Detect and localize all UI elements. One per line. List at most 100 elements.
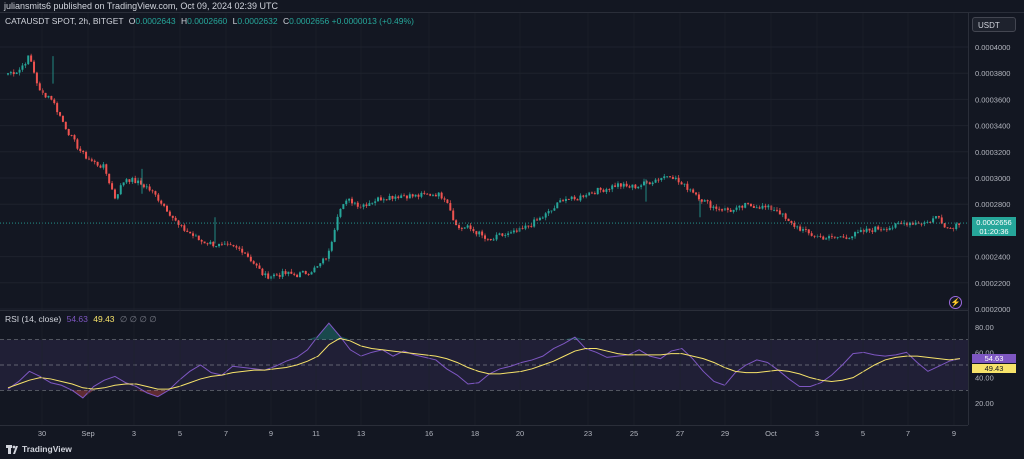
candle-body bbox=[752, 206, 755, 208]
candle-body bbox=[955, 223, 958, 230]
rsi-na-values: ∅ ∅ ∅ ∅ bbox=[119, 314, 157, 324]
time-tick-label: 5 bbox=[861, 429, 865, 438]
rsi-ma-value: 49.43 bbox=[93, 314, 115, 324]
lightning-bolt-icon[interactable]: ⚡ bbox=[949, 296, 962, 309]
tradingview-brand: TradingView bbox=[22, 444, 72, 454]
candle-body bbox=[833, 236, 836, 238]
price-tick-label: 0.0002800 bbox=[975, 200, 1010, 209]
candle-body bbox=[825, 238, 828, 240]
candle-body bbox=[484, 235, 486, 239]
candle-body bbox=[758, 207, 761, 209]
candle-body bbox=[657, 179, 660, 181]
candle-body bbox=[171, 215, 174, 218]
candle-body bbox=[862, 229, 865, 232]
price-tick-label: 0.0004000 bbox=[975, 43, 1010, 52]
high-label: H bbox=[180, 16, 188, 26]
candle-body bbox=[894, 223, 897, 228]
candle-body bbox=[353, 202, 356, 204]
time-tick-label: 29 bbox=[721, 429, 729, 438]
candle-body bbox=[287, 271, 290, 274]
candle-body bbox=[218, 243, 221, 247]
candle-body bbox=[680, 182, 683, 185]
candle-body bbox=[64, 121, 67, 130]
candle-body bbox=[510, 232, 513, 234]
candle-body bbox=[674, 177, 677, 179]
candle-body bbox=[628, 186, 631, 188]
low-label: L bbox=[232, 16, 238, 26]
candle-body bbox=[709, 201, 712, 208]
time-tick-label: 16 bbox=[425, 429, 433, 438]
candle-body bbox=[611, 185, 614, 190]
candle-body bbox=[30, 55, 33, 62]
candle-body bbox=[238, 247, 241, 249]
candle-body bbox=[235, 246, 238, 248]
candle-body bbox=[50, 95, 53, 100]
candle-body bbox=[813, 235, 816, 237]
candle-body bbox=[929, 221, 932, 223]
candle-body bbox=[481, 231, 484, 236]
candle-body bbox=[692, 189, 695, 193]
candle-body bbox=[351, 198, 354, 204]
candle-body bbox=[272, 274, 275, 277]
candle-body bbox=[411, 194, 414, 197]
candle-body bbox=[128, 179, 131, 182]
candle-body bbox=[634, 184, 637, 189]
candle-body bbox=[327, 250, 330, 259]
candle-body bbox=[582, 195, 585, 197]
candle-body bbox=[157, 194, 160, 201]
candle-body bbox=[689, 189, 692, 191]
candle-body bbox=[504, 234, 507, 236]
candle-body bbox=[414, 194, 417, 197]
candle-body bbox=[183, 225, 186, 231]
candle-body bbox=[807, 229, 810, 234]
candle-body bbox=[246, 253, 249, 257]
candle-body bbox=[761, 205, 764, 209]
candle-body bbox=[547, 211, 550, 214]
candle-body bbox=[553, 208, 556, 211]
candle-body bbox=[778, 210, 781, 215]
candle-body bbox=[7, 73, 9, 75]
rsi-value: 54.63 bbox=[66, 314, 88, 324]
candle-body bbox=[298, 272, 301, 278]
candle-body bbox=[313, 267, 316, 273]
candle-body bbox=[660, 178, 663, 180]
candle-body bbox=[301, 271, 304, 273]
rsi-value-tag: 54.63 bbox=[972, 354, 1016, 363]
candle-body bbox=[278, 275, 281, 277]
currency-button[interactable]: USDT bbox=[972, 17, 1016, 32]
candle-body bbox=[507, 233, 510, 235]
open-value: 0.0002643 bbox=[135, 16, 176, 26]
candle-body bbox=[518, 227, 521, 232]
candle-body bbox=[489, 238, 492, 240]
price-tick-label: 0.0003200 bbox=[975, 148, 1010, 157]
candle-body bbox=[142, 184, 145, 188]
time-tick-label: 3 bbox=[132, 429, 136, 438]
candle-body bbox=[781, 213, 784, 215]
rsi-line bbox=[7, 322, 961, 399]
price-tick-label: 0.0002400 bbox=[975, 253, 1010, 262]
candle-body bbox=[874, 226, 877, 232]
candle-body bbox=[773, 209, 776, 211]
candle-body bbox=[706, 200, 709, 202]
candle-body bbox=[524, 225, 527, 229]
candle-body bbox=[426, 193, 429, 195]
chart-canvas[interactable]: 0.0004000 0.0003800 0.0003600 0.0003400 0.00… bbox=[0, 0, 1024, 440]
candle-body bbox=[512, 230, 515, 233]
candle-body bbox=[47, 95, 50, 98]
time-tick-label: 9 bbox=[269, 429, 273, 438]
candle-body bbox=[501, 233, 504, 236]
candle-body bbox=[44, 92, 47, 98]
candle-body bbox=[859, 229, 862, 233]
candle-body bbox=[926, 221, 929, 223]
candle-body bbox=[949, 228, 952, 229]
candle-body bbox=[168, 211, 171, 216]
candle-body bbox=[241, 248, 244, 253]
candle-body bbox=[952, 228, 955, 230]
candle-body bbox=[275, 274, 278, 276]
candle-body bbox=[576, 199, 579, 201]
candle-body bbox=[845, 237, 848, 239]
candle-body bbox=[712, 206, 715, 208]
rsi-legend: RSI (14, close) 54.63 49.43 ∅ ∅ ∅ ∅ bbox=[5, 314, 157, 325]
candle-body bbox=[747, 202, 750, 204]
candle-body bbox=[536, 219, 539, 221]
